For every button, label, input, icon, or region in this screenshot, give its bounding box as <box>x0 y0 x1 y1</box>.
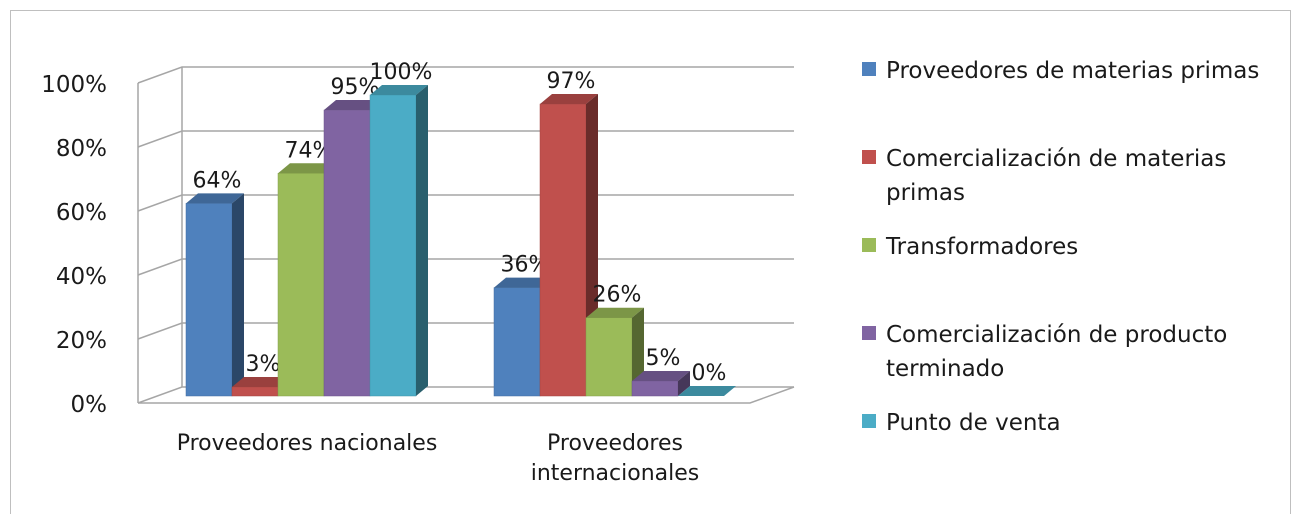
legend-label: Proveedores de materias primas <box>886 58 1259 84</box>
data-label: 5% <box>646 346 681 371</box>
gridline <box>137 130 794 148</box>
x-tick-label: Proveedores nacionales <box>177 431 438 456</box>
bar-side <box>416 85 428 396</box>
y-tick-label: 60% <box>56 200 107 226</box>
chart-border <box>10 10 1291 514</box>
legend-label: Comercialización de materias <box>886 146 1226 172</box>
bar-top <box>370 85 428 95</box>
bar-side <box>232 193 244 396</box>
x-tick-label: internacionales <box>531 461 700 486</box>
x-tick-label: Proveedores <box>547 431 683 456</box>
data-label: 64% <box>193 168 242 193</box>
floor-front-edge <box>138 386 795 404</box>
y-tick-label: 0% <box>71 392 108 418</box>
bar-top <box>678 386 736 396</box>
bar-top <box>540 94 598 105</box>
legend-swatch <box>862 238 876 252</box>
bar-top <box>494 277 552 288</box>
legend-label: Transformadores <box>885 234 1078 260</box>
bar <box>493 287 541 397</box>
legend-swatch <box>862 150 876 164</box>
y-tick-label: 40% <box>56 264 107 290</box>
bar <box>231 386 279 397</box>
bar-top <box>186 193 244 204</box>
legend-label: primas <box>886 180 965 206</box>
bar-side <box>678 370 690 396</box>
bar <box>585 317 633 397</box>
data-label: 0% <box>692 361 727 386</box>
legend-swatch <box>862 414 876 428</box>
data-label: 26% <box>593 283 642 308</box>
legend-swatch <box>862 326 876 340</box>
bar <box>631 380 679 397</box>
gridline <box>137 66 794 84</box>
bar-top <box>278 163 336 174</box>
bar-top <box>324 100 382 111</box>
legend-label: Punto de venta <box>886 410 1061 436</box>
legend-label: terminado <box>886 356 1004 382</box>
y-tick-label: 100% <box>41 72 107 98</box>
data-label: 97% <box>547 69 596 94</box>
bar-top <box>232 376 290 387</box>
bar-top <box>586 307 644 318</box>
bar <box>369 94 417 397</box>
data-label: 3% <box>246 352 281 377</box>
bar <box>323 109 371 397</box>
y-tick-label: 20% <box>56 328 107 354</box>
data-label: 100% <box>370 60 433 85</box>
legend-label: Comercialización de producto <box>886 322 1227 348</box>
bar-top <box>632 370 690 381</box>
y-tick-label: 80% <box>56 136 107 162</box>
bar <box>539 103 587 397</box>
bar <box>277 173 325 397</box>
legend-swatch <box>862 62 876 76</box>
bar <box>185 203 233 397</box>
